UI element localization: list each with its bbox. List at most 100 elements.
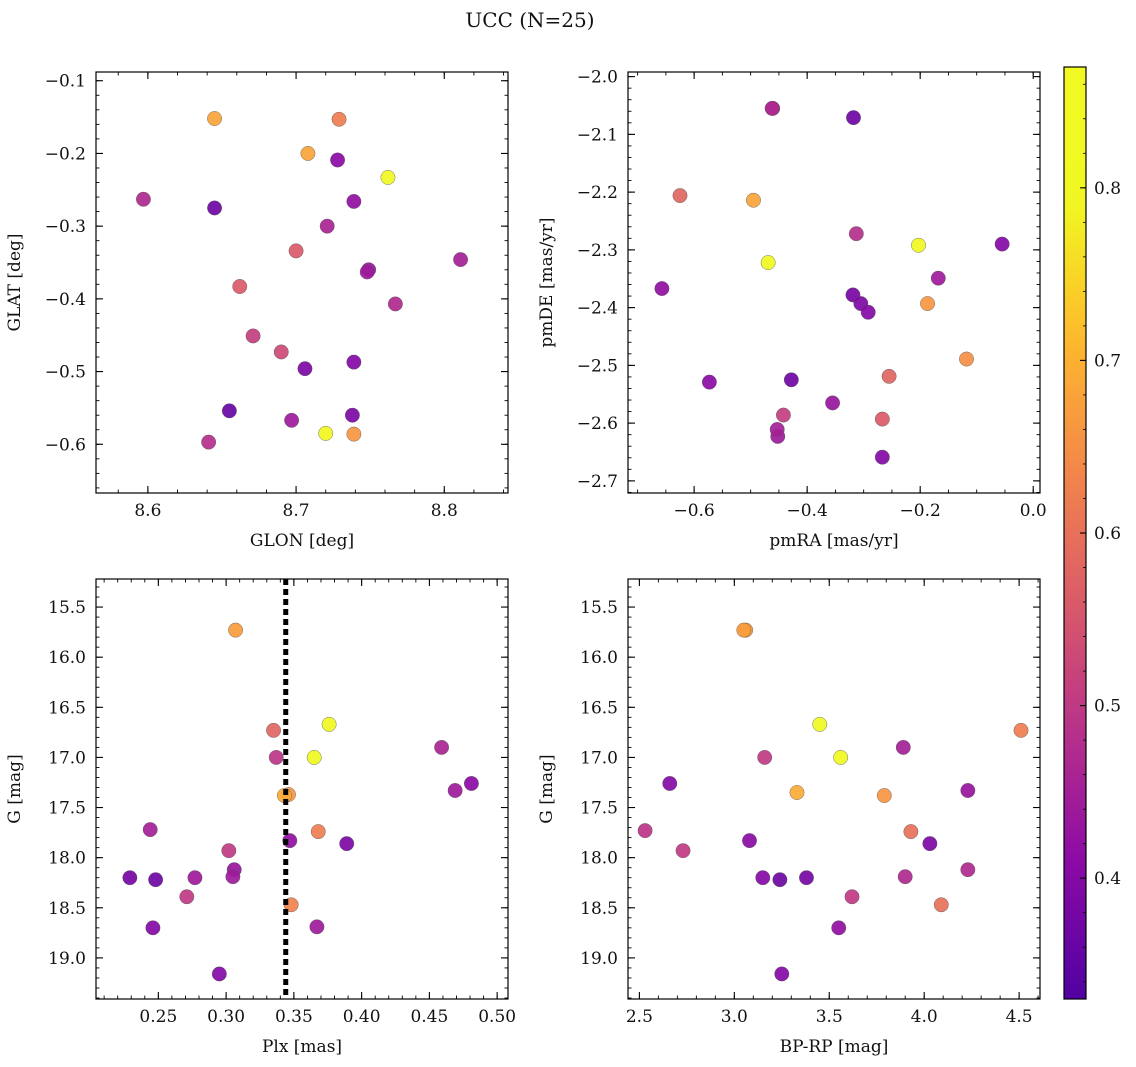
scatter-panel-3: 0.25 0.30 0.35 0.40 0.45 0.50 15.5 16.0 16.5 17.0… (5, 578, 516, 1057)
data-point (833, 750, 849, 765)
data-point (318, 425, 334, 441)
data-point (434, 740, 449, 755)
data-point (1013, 722, 1029, 738)
data-point (960, 783, 976, 798)
data-point (911, 237, 926, 253)
data-point (903, 824, 919, 840)
data-point (201, 434, 217, 450)
data-point (207, 111, 222, 126)
y-tick-label: 17.5 (580, 799, 618, 819)
data-point (447, 783, 463, 798)
y-tick-label: 16.0 (580, 648, 618, 668)
data-point (994, 236, 1010, 252)
y-tick-label: 16.5 (580, 698, 618, 718)
colorbar: 0.4 0.5 0.6 0.7 0.8 (1063, 66, 1121, 1000)
y-tick-label: −2.1 (577, 125, 618, 145)
data-point (221, 843, 237, 859)
y-tick-label: −2.3 (577, 241, 618, 261)
data-point (310, 824, 326, 840)
x-tick-label: 3.0 (721, 1007, 748, 1027)
y-tick-label: −2.7 (577, 472, 618, 492)
data-point (148, 872, 164, 888)
x-tick-label: −0.4 (787, 501, 828, 521)
y-tick-label: 15.5 (48, 598, 86, 618)
data-point (874, 411, 890, 427)
data-point (300, 146, 316, 161)
data-point (736, 622, 752, 638)
y-tick-label: −2.4 (577, 299, 618, 319)
data-point (145, 920, 161, 936)
y-tick-label: −0.4 (45, 290, 86, 310)
data-point (637, 823, 653, 838)
data-point (380, 170, 396, 185)
y-tick-label: −2.2 (577, 183, 618, 203)
y-tick-label: −2.5 (577, 356, 618, 376)
y-axis-label: G [mag] (537, 754, 557, 823)
x-tick-label: −0.2 (900, 501, 941, 521)
data-point (142, 822, 158, 837)
data-point (755, 870, 771, 886)
data-point (346, 194, 362, 209)
x-axis-label: pmRA [mas/yr] (769, 531, 898, 551)
data-point (207, 200, 222, 216)
data-point (742, 833, 757, 849)
data-point (675, 843, 691, 859)
data-point (960, 862, 976, 878)
y-tick-label: 18.0 (580, 849, 618, 869)
data-point (930, 270, 946, 286)
data-point (774, 966, 790, 982)
data-point (232, 279, 248, 294)
data-point (846, 110, 861, 126)
scatter-panel-2: −0.6 −0.4 −0.2 0.0 −2.7 −2.6 −2.5 −2.4 −2.3 −2.2 −… (537, 68, 1047, 551)
data-point (672, 188, 688, 203)
x-tick-label: 3.5 (816, 1007, 843, 1027)
data-point (933, 897, 949, 913)
y-tick-label: 16.0 (48, 648, 86, 668)
data-point (895, 740, 911, 755)
data-point (284, 412, 300, 428)
plot-frame (95, 71, 509, 494)
x-tick-label: 0.25 (139, 1007, 177, 1027)
data-point (221, 403, 237, 419)
x-axis-label: BP-RP [mag] (780, 1037, 889, 1057)
data-point (920, 296, 935, 311)
y-tick-label: 15.5 (580, 598, 618, 618)
panels: 8.6 8.7 8.8 −0.6 −0.5 −0.4 −0.3 −0.2 −0.1 GLON [d… (5, 68, 1047, 1057)
data-point (848, 226, 864, 242)
data-point (701, 374, 717, 390)
y-tick-label: −0.2 (45, 144, 86, 164)
x-tick-label: 2.5 (626, 1007, 653, 1027)
data-point (776, 407, 791, 423)
y-tick-label: 18.5 (580, 899, 618, 919)
data-point (831, 920, 847, 936)
data-point (268, 750, 284, 765)
data-point (799, 870, 814, 886)
data-point (225, 869, 241, 885)
data-point (309, 919, 325, 935)
x-tick-label: 4.0 (911, 1007, 938, 1027)
scatter-panel-4: 2.5 3.0 3.5 4.0 4.5 15.5 16.0 16.5 17.0 17.5 18.0 1… (537, 578, 1041, 1057)
y-tick-label: 17.5 (48, 799, 86, 819)
y-axis-label: GLAT [deg] (5, 233, 25, 331)
data-point (187, 870, 203, 886)
data-point (297, 361, 313, 377)
data-point (211, 966, 227, 982)
y-axis-label: G [mag] (5, 754, 25, 823)
y-tick-label: −2.6 (577, 414, 618, 434)
figure-title: UCC (N=25) (465, 8, 594, 32)
y-tick-label: −2.0 (577, 68, 618, 88)
plot-frame (95, 578, 509, 1000)
x-tick-label: 8.6 (134, 501, 161, 521)
data-point (769, 422, 785, 437)
x-tick-label: 4.5 (1006, 1007, 1033, 1027)
y-tick-label: 18.5 (48, 899, 86, 919)
data-point (757, 750, 773, 765)
x-tick-label: −0.6 (673, 501, 714, 521)
data-point (344, 407, 360, 423)
colorbar-tick-label: 0.6 (1094, 524, 1121, 544)
colorbar-tick-label: 0.8 (1094, 179, 1121, 199)
data-point (464, 776, 479, 791)
y-tick-label: −0.5 (45, 363, 86, 383)
data-point (122, 870, 138, 886)
data-point (179, 889, 195, 905)
